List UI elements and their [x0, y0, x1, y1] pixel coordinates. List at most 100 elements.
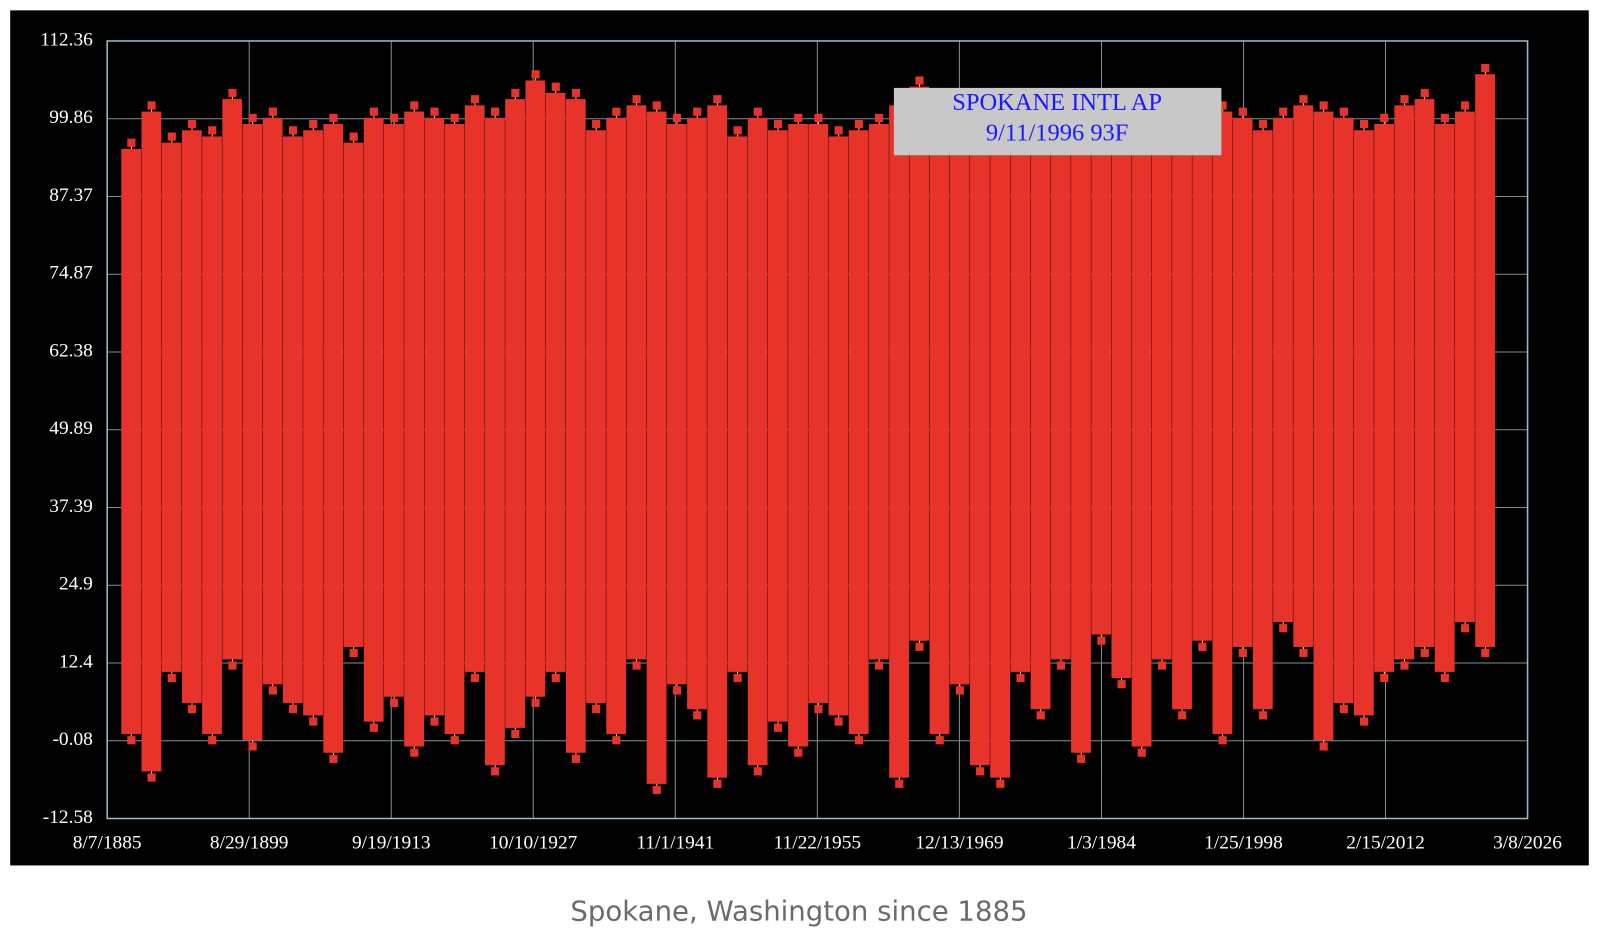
range-low: [814, 705, 823, 714]
range-low: [794, 748, 803, 757]
range-bar: [464, 105, 485, 672]
range-bar: [1252, 130, 1273, 710]
range-bar: [222, 99, 243, 660]
range-bar: [282, 136, 303, 703]
range-low: [915, 642, 924, 651]
range-bar: [909, 86, 930, 641]
range-high: [854, 120, 863, 129]
range-low: [1016, 673, 1025, 683]
range-bar: [1151, 111, 1172, 660]
range-bar: [1091, 130, 1112, 635]
range-high: [127, 138, 136, 147]
range-high: [410, 101, 419, 110]
range-high: [167, 132, 176, 141]
range-low: [349, 649, 358, 658]
range-high: [915, 76, 924, 85]
range-low: [1461, 624, 1470, 633]
x-tick-label: 8/7/1885: [73, 832, 142, 853]
y-tick-label: 87.37: [49, 185, 93, 206]
range-high: [390, 113, 399, 122]
range-bar: [1131, 117, 1152, 747]
range-low: [854, 736, 863, 745]
range-low: [652, 785, 661, 795]
range-bar: [242, 124, 263, 741]
range-low: [612, 736, 621, 745]
plot-frame: [106, 40, 1529, 820]
range-low: [1056, 661, 1066, 670]
range-bar: [626, 105, 647, 660]
x-tick-label: 11/22/1955: [774, 832, 862, 853]
range-bar: [848, 130, 869, 735]
range-low: [1036, 711, 1045, 720]
range-high: [187, 120, 197, 129]
range-low: [571, 754, 581, 763]
range-low: [127, 736, 136, 745]
range-low: [955, 686, 964, 695]
range-low: [1077, 754, 1086, 763]
range-high: [349, 132, 358, 141]
range-high: [1299, 95, 1308, 104]
range-bar: [505, 99, 526, 728]
range-bar: [1172, 130, 1192, 710]
range-low: [1400, 661, 1409, 670]
annotation-line: SPOKANE INTL AP: [952, 89, 1162, 116]
range-bar: [1212, 111, 1233, 735]
range-bar: [606, 117, 627, 735]
range-high: [713, 95, 722, 104]
range-bar: [666, 124, 687, 685]
range-high: [470, 95, 480, 104]
range-high: [632, 95, 641, 104]
x-tick-label: 10/10/1927: [489, 832, 578, 853]
range-bar: [727, 136, 748, 672]
range-bar: [343, 142, 364, 647]
range-high: [208, 126, 217, 135]
range-low: [632, 661, 641, 670]
range-high: [1258, 120, 1268, 129]
range-bar: [1293, 105, 1314, 647]
range-low: [733, 673, 742, 683]
range-high: [1440, 113, 1449, 122]
range-low: [1137, 748, 1146, 757]
range-high: [672, 113, 682, 122]
range-low: [1218, 736, 1227, 745]
range-high: [652, 101, 661, 110]
range-bar: [707, 105, 728, 778]
y-tick-label: 112.36: [40, 29, 93, 50]
range-high: [773, 120, 783, 129]
range-high: [1359, 120, 1369, 129]
range-high: [1238, 107, 1247, 116]
range-high: [1420, 88, 1429, 98]
range-low: [268, 686, 277, 695]
range-low: [369, 723, 378, 732]
range-low: [713, 779, 722, 788]
range-high: [571, 88, 581, 98]
range-low: [895, 779, 904, 788]
range-low: [1299, 649, 1308, 658]
range-bar: [1050, 130, 1071, 660]
y-tick-label: 74.87: [49, 263, 93, 284]
range-low: [1279, 624, 1288, 633]
range-low: [551, 673, 560, 683]
range-low: [147, 773, 156, 782]
range-high: [268, 107, 277, 116]
range-bar: [1434, 124, 1455, 672]
range-bar: [181, 130, 202, 703]
range-low: [309, 717, 318, 726]
range-low: [935, 736, 944, 745]
range-low: [1198, 642, 1207, 651]
range-high: [491, 107, 500, 116]
range-bar: [262, 117, 283, 685]
range-high: [1400, 95, 1409, 104]
range-bar: [363, 117, 384, 722]
range-bar: [970, 130, 990, 766]
range-bar: [889, 105, 909, 778]
range-low: [1258, 711, 1268, 720]
range-low: [1380, 673, 1389, 683]
range-bar: [1333, 117, 1354, 703]
range-bar: [1353, 130, 1374, 716]
range-bar: [1192, 124, 1213, 641]
range-low: [672, 686, 682, 695]
range-bar: [808, 124, 829, 703]
range-high: [814, 113, 823, 122]
range-low: [1359, 717, 1369, 726]
